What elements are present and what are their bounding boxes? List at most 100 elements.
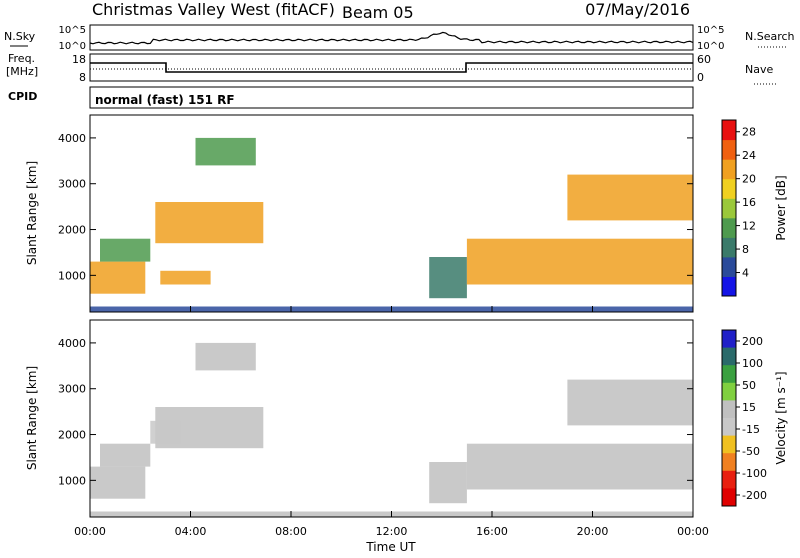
y-tick-label: 3000 xyxy=(58,178,86,191)
y-tick-label: 1000 xyxy=(58,474,86,487)
colorbar-swatch xyxy=(722,418,736,437)
power-panel: 1000 2000 3000 4000 Slant Range [km] xyxy=(25,114,694,313)
heatmap-region xyxy=(567,174,693,221)
colorbar-swatch xyxy=(722,120,736,141)
colorbar-swatch xyxy=(722,347,736,366)
colorbar-tick-label: 28 xyxy=(742,126,756,139)
noise-sky-trace xyxy=(89,31,694,45)
colorbar-tick-label: 24 xyxy=(742,149,756,162)
heatmap-region xyxy=(466,443,693,490)
colorbar-tick-label: 200 xyxy=(742,335,763,348)
freq-label-1: Freq. xyxy=(8,52,35,65)
power-y-axis-label: Slant Range [km] xyxy=(25,161,39,265)
colorbar-tick-label: 15 xyxy=(742,401,756,414)
noise-right-tick-bottom: 10^0 xyxy=(697,41,724,52)
y-tick-label: 4000 xyxy=(58,337,86,350)
colorbar-swatch xyxy=(722,198,736,219)
colorbar-swatch xyxy=(722,256,736,277)
heatmap-region xyxy=(100,238,151,262)
freq-label-2: [MHz] xyxy=(6,65,38,78)
heatmap-region xyxy=(160,270,211,285)
colorbar-swatch xyxy=(722,217,736,238)
noise-left-tick-bottom: 10^0 xyxy=(59,41,86,52)
noise-panel-frame xyxy=(89,24,694,51)
heatmap-region xyxy=(90,466,146,499)
colorbar-swatch xyxy=(722,139,736,160)
colorbar-tick-label: 50 xyxy=(742,379,756,392)
velocity-colorbar-swatches xyxy=(722,330,736,507)
y-tick-label: 4000 xyxy=(58,132,86,145)
x-tick-label: 04:00 xyxy=(175,525,207,538)
colorbar-tick-label: 4 xyxy=(742,267,749,280)
x-axis-ticks: 00:00 04:00 08:00 12:00 16:00 20:00 00:00 xyxy=(74,306,709,538)
colorbar-tick-label: 12 xyxy=(742,220,756,233)
cpid-panel-frame xyxy=(89,86,694,109)
colorbar-swatch xyxy=(722,330,736,349)
heatmap-region xyxy=(100,443,151,467)
noise-left-tick-top: 10^5 xyxy=(59,25,86,36)
x-tick-label: 12:00 xyxy=(376,525,408,538)
colorbar-swatch xyxy=(722,435,736,454)
power-colorbar-ticks: 4 8 12 16 20 24 28 xyxy=(736,126,756,280)
nave-label: Nave xyxy=(745,63,773,76)
heatmap-region xyxy=(429,462,467,504)
heatmap-region xyxy=(195,137,256,166)
noise-sky-label: N.Sky xyxy=(4,30,36,43)
x-tick-label: 08:00 xyxy=(275,525,307,538)
colorbar-tick-label: 8 xyxy=(742,243,749,256)
heatmap-region xyxy=(429,257,467,299)
noise-right-tick-top: 10^5 xyxy=(697,25,724,36)
freq-right-tick-top: 60 xyxy=(697,53,711,66)
power-colorbar-swatches xyxy=(722,120,736,297)
colorbar-swatch xyxy=(722,488,736,507)
y-tick-label: 3000 xyxy=(58,383,86,396)
velocity-y-ticks: 1000 2000 3000 4000 xyxy=(58,337,693,487)
x-tick-label: 20:00 xyxy=(577,525,609,538)
colorbar-swatch xyxy=(722,178,736,199)
colorbar-swatch xyxy=(722,159,736,180)
x-tick-label: 00:00 xyxy=(677,525,709,538)
colorbar-swatch xyxy=(722,382,736,401)
y-tick-label: 1000 xyxy=(58,269,86,282)
x-tick-label: 16:00 xyxy=(476,525,508,538)
velocity-colorbar-ticks: 200 100 50 15 -15 -50 -100 -200 xyxy=(736,335,767,502)
velocity-y-axis-label: Slant Range [km] xyxy=(25,366,39,470)
colorbar-tick-label: -50 xyxy=(742,445,760,458)
colorbar-swatch xyxy=(722,470,736,489)
colorbar-swatch xyxy=(722,400,736,419)
colorbar-swatch xyxy=(722,276,736,297)
y-tick-label: 2000 xyxy=(58,224,86,237)
power-colorbar-label: Power [dB] xyxy=(774,175,788,240)
power-y-ticks: 1000 2000 3000 4000 xyxy=(58,132,693,282)
station-title: Christmas Valley West (fitACF) xyxy=(92,0,335,19)
colorbar-tick-label: 100 xyxy=(742,357,763,370)
velocity-colorbar: 200 100 50 15 -15 -50 -100 -200 Velocity [m s⁻¹… xyxy=(721,329,788,507)
x-tick-label: 00:00 xyxy=(74,525,106,538)
freq-left-tick-top: 18 xyxy=(72,53,86,66)
colorbar-tick-label: -15 xyxy=(742,423,760,436)
y-tick-label: 2000 xyxy=(58,429,86,442)
power-colorbar-frame xyxy=(721,119,737,297)
noise-search-label: N.Search xyxy=(745,30,795,43)
freq-right-tick-bottom: 0 xyxy=(697,71,704,84)
colorbar-tick-label: 20 xyxy=(742,173,756,186)
heatmap-region xyxy=(466,238,693,285)
power-colorbar: 4 8 12 16 20 24 28 Power [dB] xyxy=(721,119,788,297)
colorbar-swatch xyxy=(722,237,736,258)
freq-panel-frame xyxy=(89,53,694,82)
cpid-label: CPID xyxy=(8,90,37,103)
cpid-text: normal (fast) 151 RF xyxy=(95,93,235,107)
colorbar-swatch xyxy=(722,453,736,472)
colorbar-tick-label: 16 xyxy=(742,196,756,209)
velocity-colorbar-frame xyxy=(721,329,737,507)
heatmap-region xyxy=(195,342,256,371)
colorbar-tick-label: -100 xyxy=(742,467,767,480)
heatmap-region xyxy=(90,261,146,294)
velocity-panel: 1000 2000 3000 4000 Slant Range [km] xyxy=(25,319,694,518)
colorbar-swatch xyxy=(722,365,736,384)
x-axis-label: Time UT xyxy=(365,540,416,554)
colorbar-tick-label: -200 xyxy=(742,489,767,502)
heatmap-region xyxy=(567,379,693,426)
velocity-colorbar-label: Velocity [m s⁻¹] xyxy=(774,371,788,464)
